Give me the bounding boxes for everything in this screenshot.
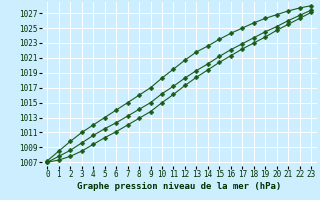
X-axis label: Graphe pression niveau de la mer (hPa): Graphe pression niveau de la mer (hPa) <box>77 182 281 191</box>
